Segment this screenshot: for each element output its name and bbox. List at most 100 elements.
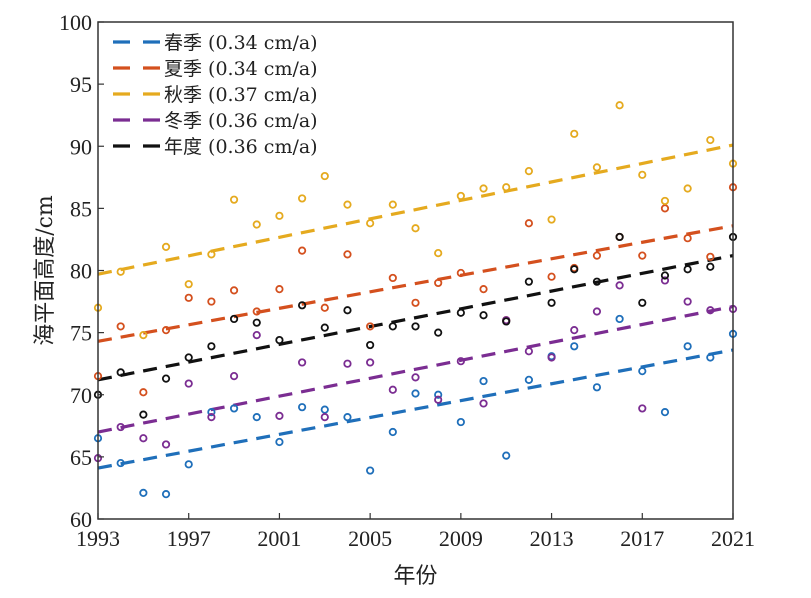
data-point xyxy=(366,322,375,331)
data-point xyxy=(683,342,692,351)
data-point xyxy=(184,379,193,388)
data-point xyxy=(638,367,647,376)
x-tick-label: 2009 xyxy=(439,526,483,551)
data-point xyxy=(456,417,465,427)
data-point xyxy=(660,276,670,285)
data-point xyxy=(275,411,284,420)
data-point xyxy=(502,183,511,192)
y-tick-label: 65 xyxy=(70,445,92,470)
data-point xyxy=(275,285,284,294)
data-point xyxy=(343,359,352,368)
y-tick-label: 80 xyxy=(70,259,92,284)
legend-label: 冬季 (0.36 cm/a) xyxy=(164,110,318,132)
data-point xyxy=(116,267,125,276)
data-point xyxy=(388,385,397,394)
data-point xyxy=(660,204,670,213)
data-point xyxy=(320,303,329,312)
data-point xyxy=(252,220,261,229)
data-point xyxy=(388,273,397,283)
data-point xyxy=(592,163,602,172)
data-point xyxy=(547,215,556,224)
data-point xyxy=(456,308,465,317)
data-point xyxy=(207,297,216,306)
data-point xyxy=(161,374,171,383)
data-points xyxy=(93,101,738,499)
data-point xyxy=(207,250,216,259)
data-point xyxy=(116,422,125,432)
data-point xyxy=(638,170,647,179)
data-point xyxy=(161,440,171,449)
data-point xyxy=(320,323,329,332)
data-point xyxy=(434,395,443,404)
data-point xyxy=(524,375,533,384)
data-point xyxy=(229,314,239,324)
data-point xyxy=(252,307,261,316)
data-point xyxy=(161,326,171,335)
data-point xyxy=(615,232,624,242)
x-tick-label: 2021 xyxy=(711,526,755,551)
trend-line-1 xyxy=(97,224,734,343)
data-point xyxy=(388,322,397,331)
legend-label: 夏季 (0.34 cm/a) xyxy=(164,58,318,80)
y-tick-label: 100 xyxy=(59,10,92,35)
x-tick-label: 2013 xyxy=(530,526,574,551)
data-point xyxy=(434,328,443,337)
y-tick-label: 85 xyxy=(70,196,92,221)
data-point xyxy=(592,251,602,260)
data-point xyxy=(411,298,420,307)
data-point xyxy=(592,307,602,316)
data-point xyxy=(139,410,148,419)
data-point xyxy=(706,252,715,261)
data-point xyxy=(660,271,670,280)
data-point xyxy=(615,281,624,290)
data-point xyxy=(683,184,692,193)
data-point xyxy=(252,331,261,340)
y-axis-title: 海平面高度/cm xyxy=(33,195,58,346)
data-point xyxy=(366,219,375,228)
data-point xyxy=(343,413,352,422)
y-tick-label: 95 xyxy=(70,72,92,97)
data-point xyxy=(479,399,488,408)
data-point xyxy=(184,280,193,289)
y-tick-label: 70 xyxy=(70,383,92,408)
data-point xyxy=(706,306,715,315)
data-point xyxy=(638,251,647,260)
data-point xyxy=(320,413,329,422)
x-tick-label: 2005 xyxy=(348,526,392,551)
data-point xyxy=(366,358,375,367)
data-point xyxy=(706,262,715,271)
data-point xyxy=(298,358,307,367)
data-point xyxy=(706,353,715,362)
data-point xyxy=(638,298,647,307)
data-point xyxy=(161,490,171,499)
data-point xyxy=(570,265,579,274)
data-point xyxy=(479,285,488,294)
data-point xyxy=(502,317,511,326)
legend-label: 秋季 (0.37 cm/a) xyxy=(164,84,318,106)
data-point xyxy=(366,466,375,475)
x-tick-label: 2001 xyxy=(257,526,301,551)
data-point xyxy=(456,268,465,278)
data-point xyxy=(298,194,307,203)
data-point xyxy=(320,171,329,181)
data-point xyxy=(479,376,488,386)
data-point xyxy=(524,219,533,228)
trend-lines xyxy=(97,143,734,470)
data-point xyxy=(570,129,579,138)
data-point xyxy=(207,408,216,417)
data-point xyxy=(411,373,420,382)
axis-ticks: 60 65 70 75 80 85 90 95 100 1993 1997 2001 2005 2009 2… xyxy=(59,10,755,551)
data-point xyxy=(547,298,556,307)
data-point xyxy=(275,437,284,447)
data-point xyxy=(683,265,692,274)
data-point xyxy=(343,306,352,315)
data-point xyxy=(570,326,579,335)
y-tick-label: 60 xyxy=(70,507,92,532)
data-point xyxy=(366,340,375,350)
data-point xyxy=(411,389,420,398)
data-point xyxy=(252,318,261,327)
data-point xyxy=(547,353,556,362)
data-point xyxy=(456,191,465,201)
data-point xyxy=(207,342,216,351)
